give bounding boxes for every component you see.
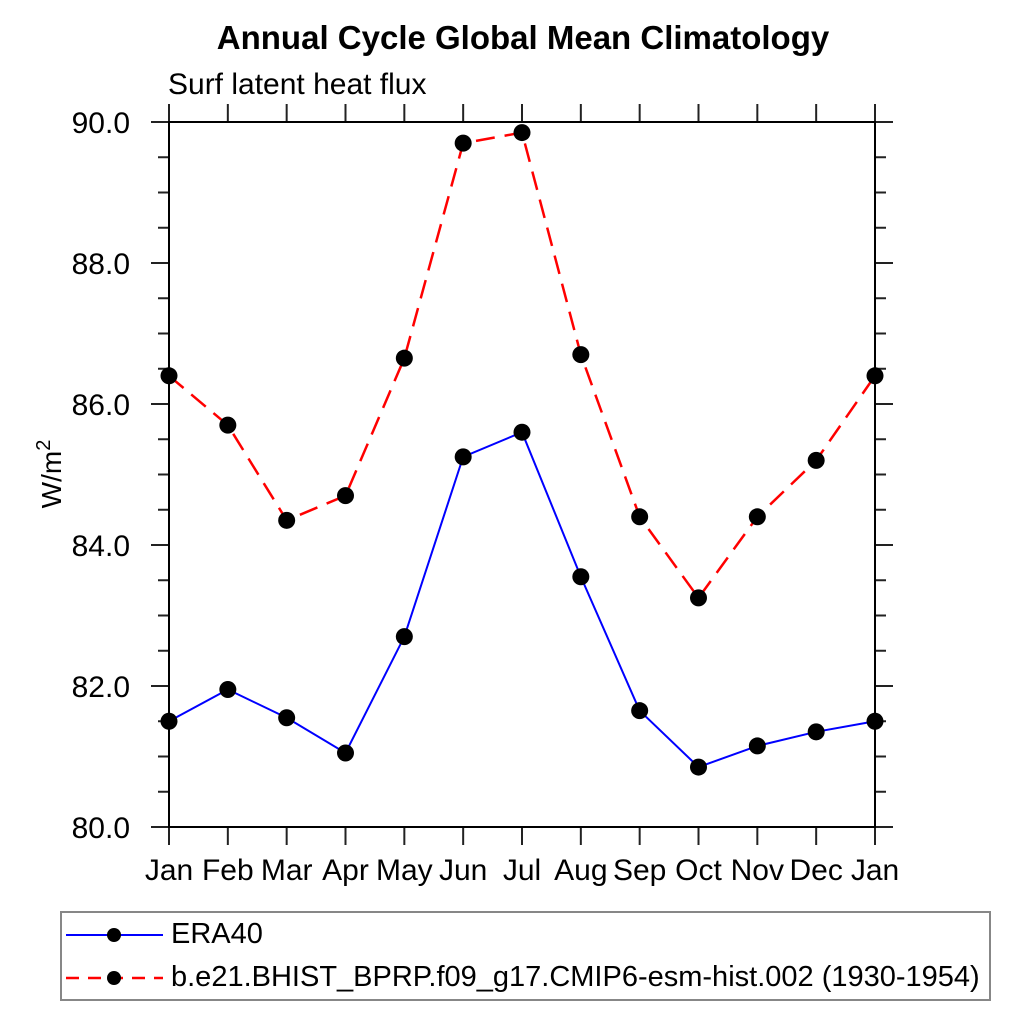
series-line — [168, 430, 876, 769]
x-axis-tick-label: Jan — [145, 854, 193, 887]
legend-item: ERA40 — [62, 913, 989, 956]
series-line — [168, 131, 877, 601]
data-point-marker — [866, 712, 884, 730]
data-point-marker — [631, 702, 649, 720]
x-axis-tick-label: Jun — [439, 854, 487, 887]
data-point-marker — [748, 737, 766, 755]
data-point-marker — [748, 508, 766, 526]
x-axis-tick-label: Dec — [789, 854, 842, 887]
x-axis-tick-label: Oct — [675, 854, 722, 887]
data-point-marker — [278, 709, 296, 727]
data-point-marker — [572, 346, 590, 364]
data-point-marker — [454, 134, 472, 152]
x-axis-tick-label: Apr — [322, 854, 369, 887]
data-point-marker — [219, 681, 237, 699]
y-axis-tick-label: 82.0 — [72, 671, 130, 704]
data-point-marker — [807, 451, 825, 469]
data-point-marker — [454, 448, 472, 466]
y-axis-tick-label: 86.0 — [72, 389, 130, 422]
data-point-marker — [278, 511, 296, 529]
legend-line-sample — [66, 927, 163, 942]
data-point-marker — [866, 367, 884, 385]
y-axis-tick-label: 90.0 — [72, 107, 130, 140]
data-point-marker — [219, 416, 237, 434]
x-axis-tick-label: May — [376, 854, 433, 887]
chart-title: Annual Cycle Global Mean Climatology — [216, 19, 830, 56]
data-point-marker — [631, 508, 649, 526]
data-point-marker — [572, 568, 590, 586]
x-axis-tick-label: Nov — [731, 854, 784, 887]
x-axis-tick-label: Jul — [503, 854, 541, 887]
data-point-marker — [513, 124, 531, 142]
x-axis-tick-label: Jan — [851, 854, 899, 887]
data-point-marker — [337, 487, 354, 505]
chart-subtitle: Surf latent heat flux — [168, 68, 427, 101]
data-point-marker — [690, 758, 707, 776]
legend: ERA40 b.e21.BHIST_BPRP.f09_g17.CMIP6-esm-… — [60, 911, 991, 1001]
data-point-marker — [160, 367, 178, 385]
data-point-marker — [337, 744, 354, 762]
plot-frame — [168, 121, 876, 828]
y-axis-tick-label: 88.0 — [72, 248, 130, 281]
data-point-marker — [395, 349, 413, 367]
data-point-marker — [160, 712, 178, 730]
data-point-marker — [807, 723, 825, 741]
data-point-marker — [395, 628, 413, 646]
x-axis-tick-label: Sep — [613, 854, 666, 887]
data-point-marker — [513, 423, 531, 441]
legend-marker-icon — [107, 927, 121, 942]
y-axis-label: W/m2 — [33, 440, 67, 509]
legend-marker-icon — [107, 970, 121, 985]
legend-item-label: ERA40 — [171, 918, 263, 950]
y-axis-tick-label: 84.0 — [72, 530, 130, 563]
x-axis-tick-label: Mar — [261, 854, 313, 887]
x-axis-tick-label: Feb — [202, 854, 254, 887]
legend-line-sample — [66, 970, 163, 985]
legend-item: b.e21.BHIST_BPRP.f09_g17.CMIP6-esm-hist.… — [62, 956, 989, 999]
x-axis-tick-label: Aug — [554, 854, 607, 887]
data-point-marker — [690, 589, 707, 607]
legend-item-label: b.e21.BHIST_BPRP.f09_g17.CMIP6-esm-hist.… — [171, 961, 980, 993]
y-axis-tick-label: 80.0 — [72, 812, 130, 845]
